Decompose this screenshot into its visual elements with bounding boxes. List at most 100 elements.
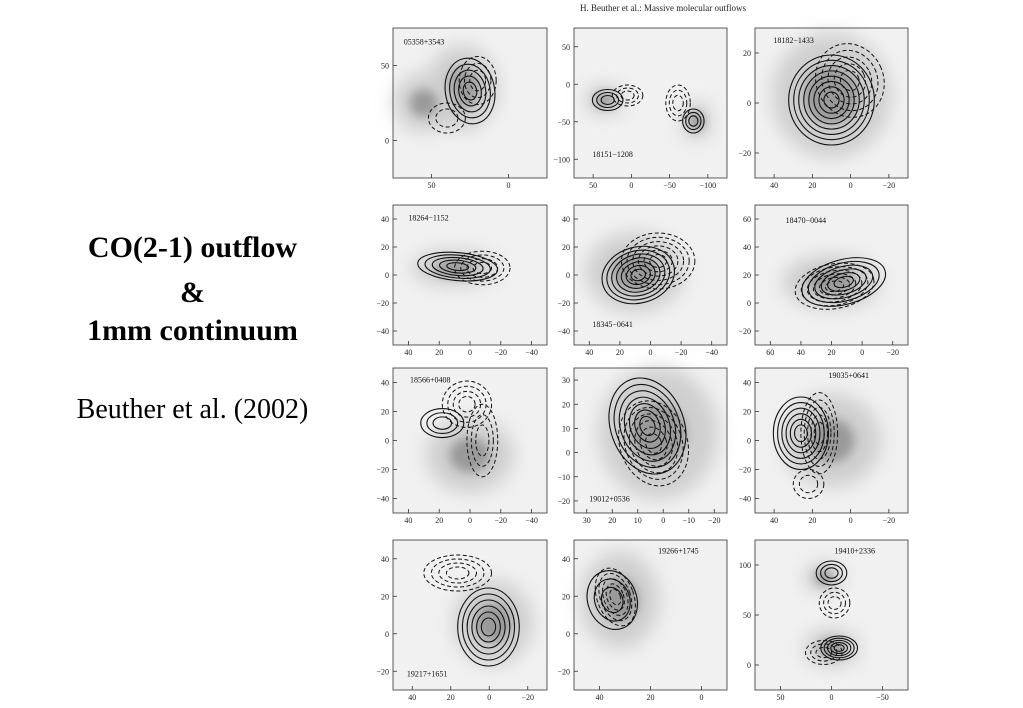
x-tick-label: 20 bbox=[616, 348, 624, 357]
source-label: 18264−1152 bbox=[408, 213, 448, 222]
blue-wing-contour bbox=[789, 418, 813, 448]
red-wing-contour bbox=[427, 102, 466, 134]
slide-text-area: CO(2-1) outflow & 1mm continuum Beuther … bbox=[0, 0, 385, 708]
x-tick-label: 40 bbox=[404, 516, 412, 525]
blue-wing-contour bbox=[466, 599, 511, 655]
blue-wing-contour bbox=[611, 253, 666, 297]
figure-panel: 40 20 0 −20 40 20 0 19266+1745 bbox=[557, 539, 728, 702]
blue-wing-contour bbox=[785, 413, 817, 454]
x-tick-label: 10 bbox=[634, 516, 642, 525]
x-tick-label: 0 bbox=[849, 181, 853, 190]
blue-wing-contour bbox=[600, 586, 624, 614]
red-wing-contour bbox=[472, 261, 493, 275]
x-tick-label: 50 bbox=[777, 693, 785, 702]
x-tick-label: 0 bbox=[468, 348, 472, 357]
y-tick-label: 40 bbox=[562, 215, 570, 224]
blue-wing-contour bbox=[793, 59, 870, 141]
red-wing-contour bbox=[649, 254, 668, 268]
red-wing-contour bbox=[445, 566, 470, 580]
blue-wing-contour bbox=[798, 65, 865, 135]
citation: Beuther et al. (2002) bbox=[76, 394, 309, 425]
panel-frame bbox=[573, 367, 728, 514]
blue-wing-contour bbox=[682, 108, 705, 134]
blue-wing-contour bbox=[813, 80, 850, 120]
y-tick-label: 20 bbox=[743, 408, 751, 417]
red-wing-contour bbox=[611, 84, 644, 107]
blue-wing-contour bbox=[830, 641, 849, 655]
blue-wing-contour bbox=[458, 75, 482, 107]
red-wing-contour bbox=[441, 380, 493, 428]
red-wing-contour bbox=[839, 69, 860, 92]
y-tick-label: 20 bbox=[562, 243, 570, 252]
x-tick-label: 20 bbox=[647, 693, 655, 702]
x-tick-label: 20 bbox=[808, 516, 816, 525]
continuum-peak bbox=[445, 68, 479, 108]
blue-wing-contour bbox=[462, 81, 478, 101]
red-wing-contour bbox=[602, 578, 629, 616]
blue-wing-contour bbox=[625, 264, 651, 286]
slide-title-line-1: CO(2-1) outflow bbox=[87, 231, 298, 264]
figure-panel: 30 20 10 0 −10 −20 30 20 10 0 −10 −20 19012+0536 bbox=[557, 367, 728, 525]
blue-wing-contour bbox=[818, 86, 845, 114]
red-wing-contour bbox=[813, 421, 825, 445]
red-wing-contour bbox=[470, 414, 494, 467]
x-tick-label: 0 bbox=[661, 516, 665, 525]
y-tick-label: 40 bbox=[743, 243, 751, 252]
x-tick-label: 40 bbox=[408, 693, 416, 702]
y-tick-label: 0 bbox=[747, 661, 751, 670]
figure-panel: 20 0 −20 40 20 0 −20 18182−1433 bbox=[738, 27, 909, 190]
blue-wing-contour bbox=[628, 403, 666, 449]
red-wing-contour bbox=[466, 258, 499, 278]
red-wing-contour bbox=[672, 94, 684, 112]
y-tick-label: −40 bbox=[738, 495, 751, 504]
red-wing-contour bbox=[818, 276, 851, 296]
y-tick-label: 0 bbox=[747, 99, 751, 108]
blue-wing-contour bbox=[772, 396, 829, 471]
blue-wing-contour bbox=[424, 254, 491, 279]
red-wing-contour bbox=[812, 273, 857, 300]
red-wing-contour bbox=[824, 280, 845, 293]
blue-wing-contour bbox=[426, 412, 459, 435]
y-tick-label: 0 bbox=[566, 271, 570, 280]
y-tick-label: 0 bbox=[566, 630, 570, 639]
x-tick-label: 40 bbox=[770, 516, 778, 525]
y-tick-label: 20 bbox=[562, 592, 570, 601]
red-wing-contour bbox=[594, 567, 636, 627]
source-label: 18470−0044 bbox=[786, 216, 827, 225]
x-tick-label: −20 bbox=[521, 693, 534, 702]
red-wing-contour bbox=[794, 262, 875, 310]
y-tick-label: 100 bbox=[739, 561, 751, 570]
source-label: 19217+1651 bbox=[407, 670, 448, 679]
red-wing-contour bbox=[815, 646, 833, 659]
red-wing-contour bbox=[628, 413, 679, 474]
x-tick-label: −20 bbox=[883, 516, 896, 525]
blue-wing-contour bbox=[781, 407, 821, 459]
blue-wing-contour bbox=[807, 260, 880, 304]
blue-wing-contour bbox=[420, 408, 465, 439]
figure-panel: 100 50 0 50 0 −50 19410+2336 bbox=[739, 539, 909, 702]
red-wing-contour bbox=[605, 583, 625, 611]
source-label: 05358+3543 bbox=[404, 38, 445, 47]
blue-wing-contour bbox=[688, 115, 699, 127]
red-wing-contour bbox=[620, 232, 696, 290]
red-wing-contour bbox=[616, 87, 639, 104]
blue-wing-contour bbox=[453, 69, 487, 113]
y-tick-label: −40 bbox=[376, 495, 389, 504]
red-wing-contour bbox=[827, 596, 842, 610]
y-tick-label: −20 bbox=[376, 667, 389, 676]
x-tick-label: 40 bbox=[585, 348, 593, 357]
red-wing-contour bbox=[634, 420, 673, 467]
x-tick-label: −20 bbox=[883, 181, 896, 190]
red-wing-contour bbox=[810, 414, 829, 453]
y-tick-label: 60 bbox=[743, 215, 751, 224]
x-tick-label: −20 bbox=[886, 348, 899, 357]
y-tick-label: −40 bbox=[376, 327, 389, 336]
y-tick-label: 40 bbox=[381, 215, 389, 224]
y-tick-label: 0 bbox=[566, 449, 570, 458]
continuum-peak bbox=[689, 112, 704, 130]
y-tick-label: 10 bbox=[562, 424, 570, 433]
red-wing-contour bbox=[800, 266, 869, 307]
source-label: 18345−0641 bbox=[592, 320, 633, 329]
blue-wing-contour bbox=[461, 593, 516, 661]
